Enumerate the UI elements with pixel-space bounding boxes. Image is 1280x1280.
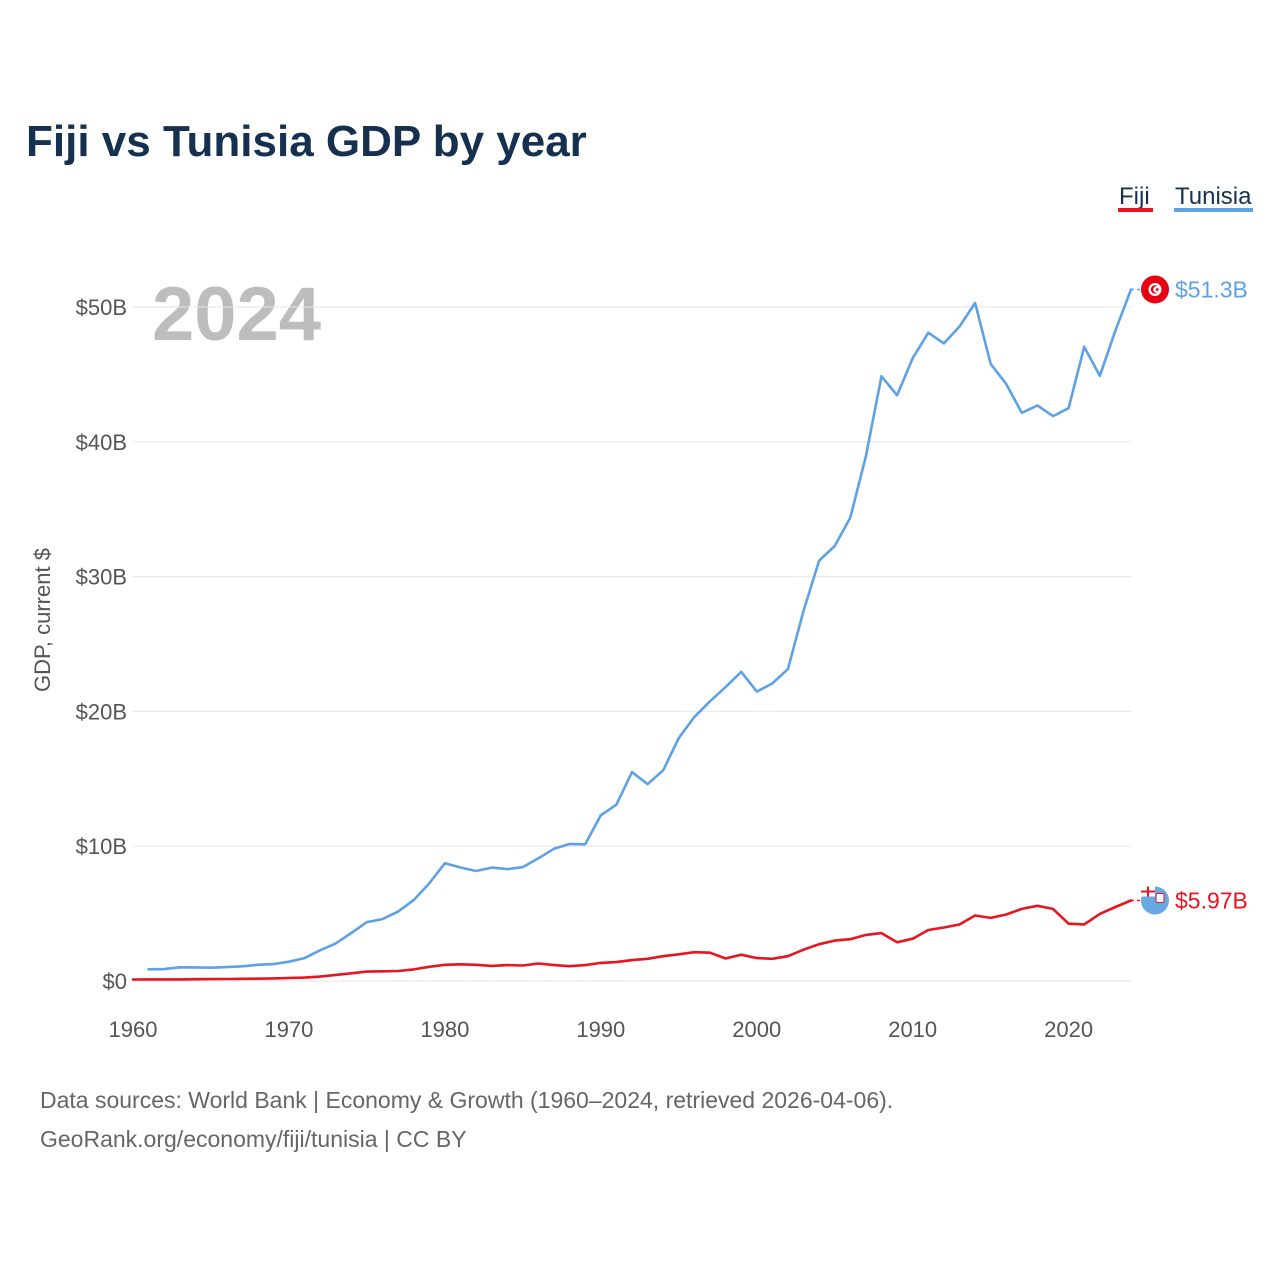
series-endpoints: $5.97B $51.3B (1131, 275, 1248, 915)
legend-swatch-fiji (1118, 208, 1153, 212)
y-axis-label: GDP, current $ (30, 548, 55, 692)
end-label-tunisia: $51.3B (1175, 276, 1248, 302)
chart-title: Fiji vs Tunisia GDP by year (26, 117, 587, 166)
x-axis-ticks: 1960 1970 1980 1990 2000 2010 2020 (109, 1017, 1094, 1042)
x-tick-label: 1960 (109, 1017, 158, 1042)
tunisia-flag-star (1155, 288, 1159, 291)
legend: Fiji Tunisia (1118, 183, 1253, 212)
y-tick-label: $0 (103, 969, 127, 994)
x-tick-label: 2010 (888, 1017, 937, 1042)
legend-item-fiji[interactable]: Fiji (1118, 183, 1153, 212)
fiji-flag-shield (1155, 893, 1165, 904)
y-tick-label: $30B (76, 565, 127, 590)
legend-label-tunisia: Tunisia (1175, 183, 1252, 210)
x-tick-label: 2020 (1044, 1017, 1093, 1042)
legend-item-tunisia[interactable]: Tunisia (1174, 183, 1253, 212)
x-tick-label: 1980 (420, 1017, 469, 1042)
series-line-fiji (131, 899, 1133, 981)
y-tick-label: $20B (76, 699, 127, 724)
y-tick-label: $40B (76, 430, 127, 455)
series-line-tunisia (147, 288, 1133, 971)
y-tick-label: $50B (76, 295, 127, 320)
grid-lines (133, 306, 1131, 982)
x-tick-label: 1990 (576, 1017, 625, 1042)
legend-swatch-tunisia (1174, 208, 1253, 212)
current-year-watermark: 2024 (152, 272, 321, 357)
x-tick-label: 2000 (732, 1017, 781, 1042)
legend-label-fiji: Fiji (1119, 183, 1150, 210)
series-lines (131, 288, 1133, 981)
footer-attribution: GeoRank.org/economy/fiji/tunisia | CC BY (40, 1126, 467, 1152)
footer-sources: Data sources: World Bank | Economy & Gro… (40, 1087, 893, 1113)
tunisia-flag-icon (1141, 275, 1169, 304)
x-tick-label: 1970 (264, 1017, 313, 1042)
fiji-flag-icon (1141, 886, 1169, 915)
end-label-fiji: $5.97B (1175, 888, 1248, 914)
y-axis-ticks: $0 $10B $20B $30B $40B $50B (76, 295, 127, 994)
y-tick-label: $10B (76, 834, 127, 859)
